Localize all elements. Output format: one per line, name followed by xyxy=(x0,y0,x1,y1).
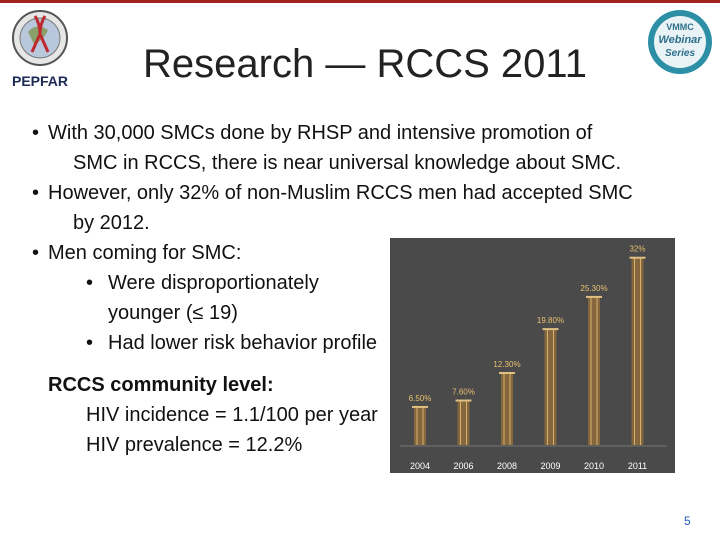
bullet-3b: Had lower risk behavior profile xyxy=(108,332,378,354)
bar xyxy=(631,257,644,445)
page-title: Research — RCCS 2011 xyxy=(143,42,587,86)
logo-word-3: Series xyxy=(665,48,695,59)
hiv-prevalence: HIV prevalence = 12.2% xyxy=(86,434,303,456)
sub-bullet-dot: • xyxy=(86,332,94,354)
bar-group xyxy=(499,372,515,445)
bar-value-label: 12.30% xyxy=(493,360,520,369)
pepfar-logo: PEPFAR xyxy=(12,10,68,89)
bullet-3: Men coming for SMC: xyxy=(48,242,242,264)
bar-value-label: 19.80% xyxy=(537,316,564,325)
bullet-dot: • xyxy=(32,122,40,144)
pepfar-logo-text: PEPFAR xyxy=(12,73,68,89)
bar-group xyxy=(455,399,472,445)
x-tick-label: 2011 xyxy=(628,461,647,471)
bar-value-label: 32% xyxy=(629,245,645,254)
bar-value-label: 25.30% xyxy=(580,284,607,293)
x-tick-label: 2009 xyxy=(540,461,560,471)
page-number: 5 xyxy=(684,514,691,528)
bar-value-label: 7.60% xyxy=(452,388,475,397)
bullet-3a-line-2: younger (≤ 19) xyxy=(108,302,238,324)
x-tick-label: 2006 xyxy=(453,461,473,471)
bar xyxy=(588,296,600,445)
logo-word-1: VMMC xyxy=(666,22,694,32)
x-tick-label: 2010 xyxy=(584,461,604,471)
bar xyxy=(544,329,557,445)
hiv-incidence: HIV incidence = 1.1/100 per year xyxy=(86,404,378,426)
vmmc-webinar-logo: VMMC Webinar Series xyxy=(648,10,712,74)
smc-acceptance-chart: 6.50% 2004 7.60% 2006 12.30% 2008 19.80% 2009 25… xyxy=(390,238,675,473)
bullet-2-line-1: However, only 32% of non-Muslim RCCS men… xyxy=(48,182,633,204)
bar-group xyxy=(412,405,428,445)
bar-group xyxy=(629,256,646,445)
bar xyxy=(414,406,426,445)
logo-word-2: Webinar xyxy=(658,34,702,46)
bullet-2-line-2: by 2012. xyxy=(73,212,150,234)
bullet-3a-line-1: Were disproportionately xyxy=(108,272,319,294)
top-accent-line xyxy=(0,0,720,3)
bullet-1-line-1: With 30,000 SMCs done by RHSP and intens… xyxy=(48,122,593,144)
bar-value-label: 6.50% xyxy=(409,394,432,403)
bullet-1-line-2: SMC in RCCS, there is near universal kno… xyxy=(73,152,622,174)
bar-group xyxy=(586,295,602,445)
sub-bullet-dot: • xyxy=(86,272,94,294)
bar xyxy=(501,373,513,445)
community-heading: RCCS community level: xyxy=(48,374,274,396)
bar-group xyxy=(542,328,559,445)
bullet-dot: • xyxy=(32,242,40,264)
bar xyxy=(457,400,470,445)
bullet-dot: • xyxy=(32,182,40,204)
x-tick-label: 2004 xyxy=(410,461,430,471)
x-tick-label: 2008 xyxy=(497,461,517,471)
